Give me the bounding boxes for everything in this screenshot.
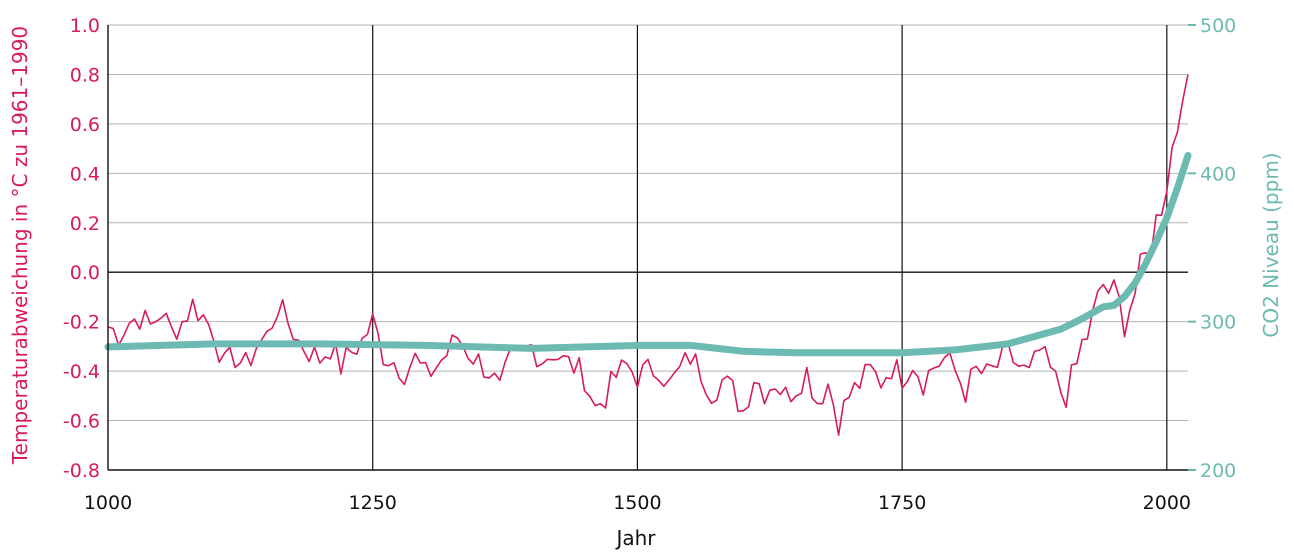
y-right-tick-label: 200 — [1200, 460, 1236, 482]
y-right-tick-label: 300 — [1200, 312, 1236, 334]
y-left-tick-label: 0.8 — [70, 64, 100, 86]
y-left-tick-label: 1.0 — [70, 15, 100, 37]
x-tick-label: 1250 — [349, 492, 397, 514]
y-left-tick-label: -0.6 — [63, 411, 100, 433]
x-tick-label: 1750 — [878, 492, 926, 514]
y-right-tick-label: 400 — [1200, 163, 1236, 185]
right-axis-title: CO2 Niveau (ppm) — [1259, 152, 1283, 337]
x-tick-label: 1000 — [84, 492, 132, 514]
series-layer — [104, 74, 1192, 436]
y-left-tick-label: 0.2 — [70, 213, 100, 235]
y-left-tick-label: -0.2 — [63, 312, 100, 334]
grid-lines — [108, 24, 1188, 470]
y-left-tick-label: -0.8 — [63, 460, 100, 482]
x-axis-title: Jahr — [614, 526, 656, 550]
y-left-tick-label: 0.6 — [70, 114, 100, 136]
left-axis-title: Temperaturabweichung in °C zu 1961–1990 — [8, 26, 32, 465]
y-left-tick-label: 0.0 — [70, 262, 100, 284]
y-right-tick-label: 500 — [1200, 15, 1236, 37]
co2-series-line — [104, 152, 1192, 357]
x-tick-label: 2000 — [1143, 492, 1191, 514]
y-left-tick-label: 0.4 — [70, 163, 100, 185]
y-left-tick-label: -0.4 — [63, 361, 100, 383]
temperature-series-line — [107, 74, 1189, 436]
axes-layer — [107, 25, 1188, 471]
x-tick-label: 1500 — [613, 492, 661, 514]
tick-labels: -0.8 -0.6 -0.4 -0.2 0.0 0.2 0.4 0.6 0.8 1.0 200 300… — [63, 15, 1236, 514]
